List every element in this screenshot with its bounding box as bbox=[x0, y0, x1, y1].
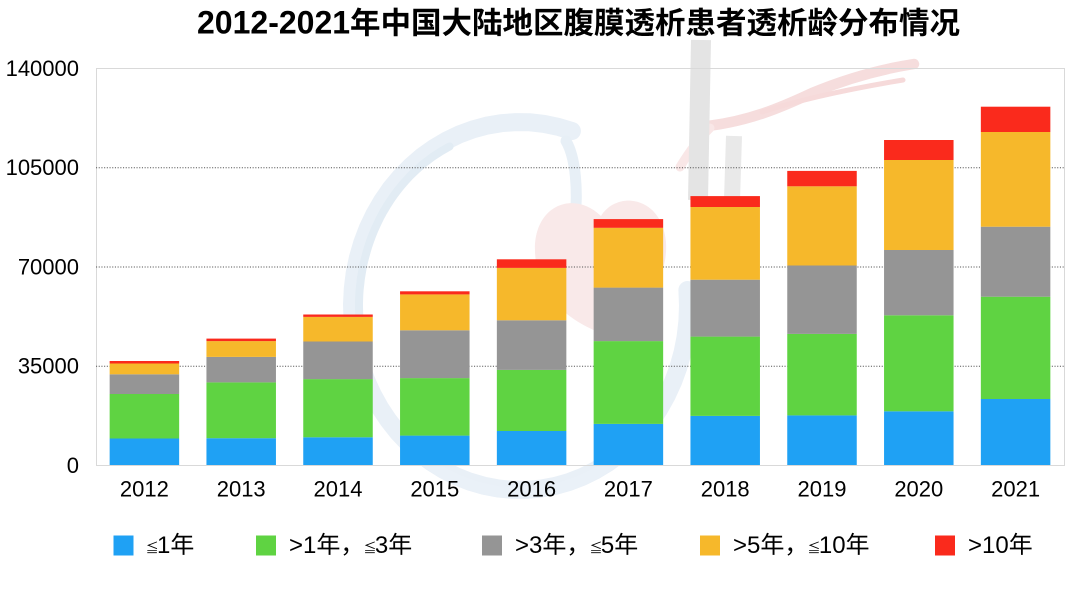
svg-text:5: 5 bbox=[601, 532, 614, 559]
svg-text:105000: 105000 bbox=[6, 155, 79, 180]
svg-text:1: 1 bbox=[157, 532, 170, 559]
svg-text:>1: >1 bbox=[289, 532, 316, 559]
svg-text:0: 0 bbox=[67, 453, 79, 478]
svg-text:>5: >5 bbox=[733, 532, 760, 559]
svg-text:2012-2021: 2012-2021 bbox=[197, 5, 350, 41]
svg-text:2012: 2012 bbox=[120, 477, 169, 502]
svg-text:140000: 140000 bbox=[6, 56, 79, 81]
svg-text:2021: 2021 bbox=[991, 477, 1040, 502]
svg-text:2016: 2016 bbox=[507, 477, 556, 502]
svg-text:2020: 2020 bbox=[894, 477, 943, 502]
svg-text:35000: 35000 bbox=[18, 354, 79, 379]
svg-text:2013: 2013 bbox=[217, 477, 266, 502]
svg-text:3: 3 bbox=[375, 532, 388, 559]
svg-text:2017: 2017 bbox=[604, 477, 653, 502]
svg-text:2018: 2018 bbox=[701, 477, 750, 502]
svg-text:2019: 2019 bbox=[798, 477, 847, 502]
svg-text:70000: 70000 bbox=[18, 254, 79, 279]
svg-text:10: 10 bbox=[819, 532, 846, 559]
svg-text:>10: >10 bbox=[968, 532, 1009, 559]
svg-text:2015: 2015 bbox=[410, 477, 459, 502]
svg-text:2014: 2014 bbox=[314, 477, 363, 502]
svg-text:>3: >3 bbox=[515, 532, 542, 559]
